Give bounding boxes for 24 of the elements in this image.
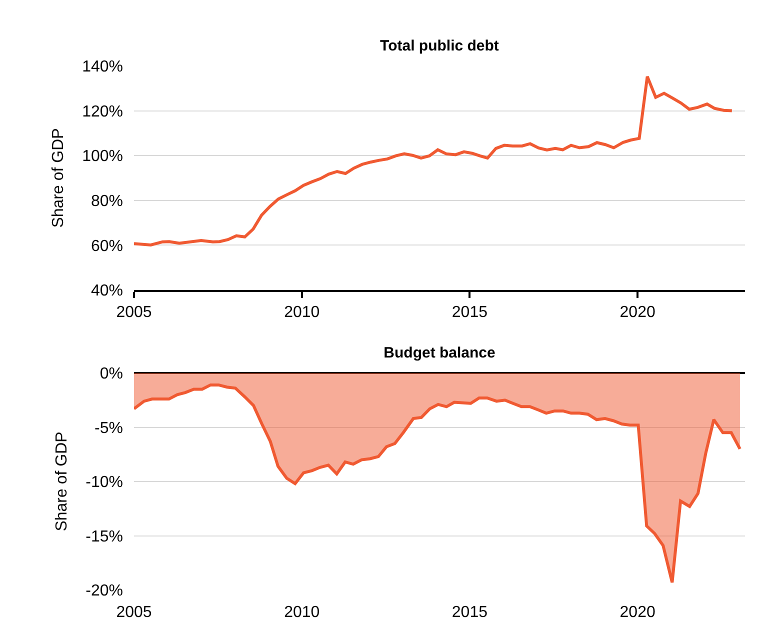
chart-title: Budget balance [384,344,496,362]
y-tick-label: -10% [86,474,123,492]
line-series [134,75,734,246]
y-tick-label: -20% [86,582,123,600]
y-tick-label: 100% [82,148,123,166]
x-tick-label: 2020 [620,304,656,322]
x-tick-label: 2010 [284,604,320,621]
y-tick-label: 120% [82,103,123,120]
y-tick-label: 140% [82,58,123,76]
y-tick-label: 60% [90,238,123,255]
x-tick-label: 2015 [452,604,488,621]
x-tick-label: 2010 [284,304,320,322]
x-tick-label: 2005 [116,304,152,322]
y-tick-label: -5% [94,420,123,437]
y-axis-title: Share of GDP [54,432,71,532]
x-tick-label: 2020 [620,604,656,621]
y-tick-label: -15% [86,528,123,546]
x-tick-label: 2015 [452,304,488,322]
y-tick-label: 80% [90,193,123,210]
y-tick-label: 40% [90,282,123,300]
chart-title: Total public debt [380,37,499,54]
x-tick-label: 2005 [116,604,152,621]
y-tick-label: 0% [100,366,123,383]
y-axis-title: Share of GDP [50,128,67,228]
